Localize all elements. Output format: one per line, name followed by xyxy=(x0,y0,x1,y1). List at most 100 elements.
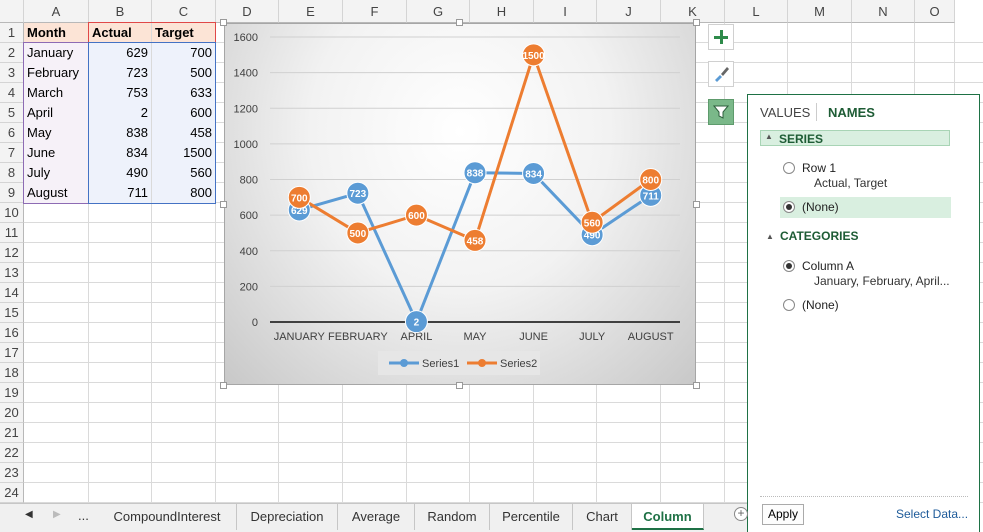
row-header[interactable]: 22 xyxy=(0,443,24,463)
sheet-tab[interactable]: Chart xyxy=(573,504,632,530)
row-header[interactable]: 13 xyxy=(0,263,24,283)
resize-handle[interactable] xyxy=(220,201,227,208)
series-section-header[interactable]: ▲ SERIES xyxy=(760,130,950,146)
table-header-cell[interactable]: Month xyxy=(24,23,88,43)
table-cell[interactable]: 753 xyxy=(89,83,151,103)
table-cell[interactable]: July xyxy=(24,163,88,183)
more-tabs-ellipsis[interactable]: ... xyxy=(78,508,89,523)
column-header[interactable]: I xyxy=(534,0,597,23)
column-header[interactable]: G xyxy=(407,0,470,23)
row-header[interactable]: 10 xyxy=(0,203,24,223)
select-data-link[interactable]: Select Data... xyxy=(896,507,969,521)
tab-names[interactable]: NAMES xyxy=(828,105,875,120)
row-header[interactable]: 6 xyxy=(0,123,24,143)
table-cell[interactable]: 458 xyxy=(152,123,215,143)
column-header[interactable]: M xyxy=(788,0,852,23)
tab-values[interactable]: VALUES xyxy=(760,105,811,120)
resize-handle[interactable] xyxy=(693,19,700,26)
apply-button[interactable]: Apply xyxy=(762,504,804,525)
column-header[interactable]: N xyxy=(852,0,915,23)
series-none-radio[interactable] xyxy=(783,201,795,213)
table-cell[interactable]: 490 xyxy=(89,163,151,183)
sheet-tab[interactable]: Average xyxy=(338,504,415,530)
column-header[interactable]: A xyxy=(24,0,89,23)
table-cell[interactable]: 500 xyxy=(152,63,215,83)
row-header[interactable]: 17 xyxy=(0,343,24,363)
column-header[interactable]: C xyxy=(152,0,216,23)
table-cell[interactable]: 633 xyxy=(152,83,215,103)
row-header[interactable]: 24 xyxy=(0,483,24,503)
table-header-cell[interactable]: Target xyxy=(152,23,215,43)
row-header[interactable]: 2 xyxy=(0,43,24,63)
column-header[interactable]: E xyxy=(279,0,343,23)
column-header[interactable]: B xyxy=(89,0,152,23)
series-row1-radio[interactable] xyxy=(783,162,795,174)
row-header[interactable]: 3 xyxy=(0,63,24,83)
resize-handle[interactable] xyxy=(220,19,227,26)
table-cell[interactable]: 2 xyxy=(89,103,151,123)
row-header[interactable]: 11 xyxy=(0,223,24,243)
table-cell[interactable]: 711 xyxy=(89,183,151,203)
sheet-tab[interactable]: Percentile xyxy=(490,504,573,530)
row-header[interactable]: 7 xyxy=(0,143,24,163)
table-header-cell[interactable]: Actual xyxy=(89,23,151,43)
table-cell[interactable]: 700 xyxy=(152,43,215,63)
select-all-corner[interactable] xyxy=(0,0,24,23)
column-header[interactable]: L xyxy=(725,0,788,23)
resize-handle[interactable] xyxy=(693,201,700,208)
category-none-radio[interactable] xyxy=(783,299,795,311)
row-header[interactable]: 21 xyxy=(0,423,24,443)
table-cell[interactable]: February xyxy=(24,63,88,83)
resize-handle[interactable] xyxy=(693,382,700,389)
line-chart[interactable]: 0 200 400 600 800 1000 1200 1400 1600 JANUARY FEBR… xyxy=(224,23,696,385)
row-header[interactable]: 8 xyxy=(0,163,24,183)
table-cell[interactable]: 838 xyxy=(89,123,151,143)
table-cell[interactable]: May xyxy=(24,123,88,143)
category-column-a-radio[interactable] xyxy=(783,260,795,272)
column-header[interactable]: H xyxy=(470,0,534,23)
table-cell[interactable]: 834 xyxy=(89,143,151,163)
tab-scroll-right-icon[interactable]: ▶ xyxy=(53,509,61,520)
table-cell[interactable]: January xyxy=(24,43,88,63)
table-cell[interactable]: 629 xyxy=(89,43,151,63)
sheet-tab[interactable]: Depreciation xyxy=(237,504,338,530)
table-cell[interactable]: 1500 xyxy=(152,143,215,163)
table-cell[interactable]: August xyxy=(24,183,88,203)
row-header[interactable]: 14 xyxy=(0,283,24,303)
series-none-option[interactable] xyxy=(780,197,951,218)
table-cell[interactable]: 600 xyxy=(152,103,215,123)
new-sheet-button[interactable]: + xyxy=(734,507,748,521)
categories-header-label[interactable]: CATEGORIES xyxy=(780,229,859,243)
chart-filters-button[interactable] xyxy=(708,99,734,125)
table-cell[interactable]: 560 xyxy=(152,163,215,183)
column-header[interactable]: F xyxy=(343,0,407,23)
resize-handle[interactable] xyxy=(456,19,463,26)
row-header[interactable]: 1 xyxy=(0,23,24,43)
resize-handle[interactable] xyxy=(456,382,463,389)
row-header[interactable]: 12 xyxy=(0,243,24,263)
row-header[interactable]: 15 xyxy=(0,303,24,323)
table-cell[interactable]: April xyxy=(24,103,88,123)
tab-scroll-left-icon[interactable]: ◀ xyxy=(25,509,33,520)
resize-handle[interactable] xyxy=(220,382,227,389)
column-header[interactable]: O xyxy=(915,0,955,23)
row-header[interactable]: 16 xyxy=(0,323,24,343)
sheet-tab[interactable]: Random xyxy=(415,504,490,530)
row-header[interactable]: 5 xyxy=(0,103,24,123)
row-header[interactable]: 18 xyxy=(0,363,24,383)
row-header[interactable]: 4 xyxy=(0,83,24,103)
sheet-tab[interactable]: CompoundInterest xyxy=(98,504,237,530)
column-header[interactable]: D xyxy=(216,0,279,23)
chart-elements-button[interactable] xyxy=(708,24,734,50)
row-header[interactable]: 20 xyxy=(0,403,24,423)
chart-styles-button[interactable] xyxy=(708,61,734,87)
table-cell[interactable]: 723 xyxy=(89,63,151,83)
row-header[interactable]: 23 xyxy=(0,463,24,483)
table-cell[interactable]: March xyxy=(24,83,88,103)
row-header[interactable]: 19 xyxy=(0,383,24,403)
sheet-tab[interactable]: Column xyxy=(632,504,704,530)
column-header[interactable]: J xyxy=(597,0,661,23)
table-cell[interactable]: 800 xyxy=(152,183,215,203)
table-cell[interactable]: June xyxy=(24,143,88,163)
row-header[interactable]: 9 xyxy=(0,183,24,203)
